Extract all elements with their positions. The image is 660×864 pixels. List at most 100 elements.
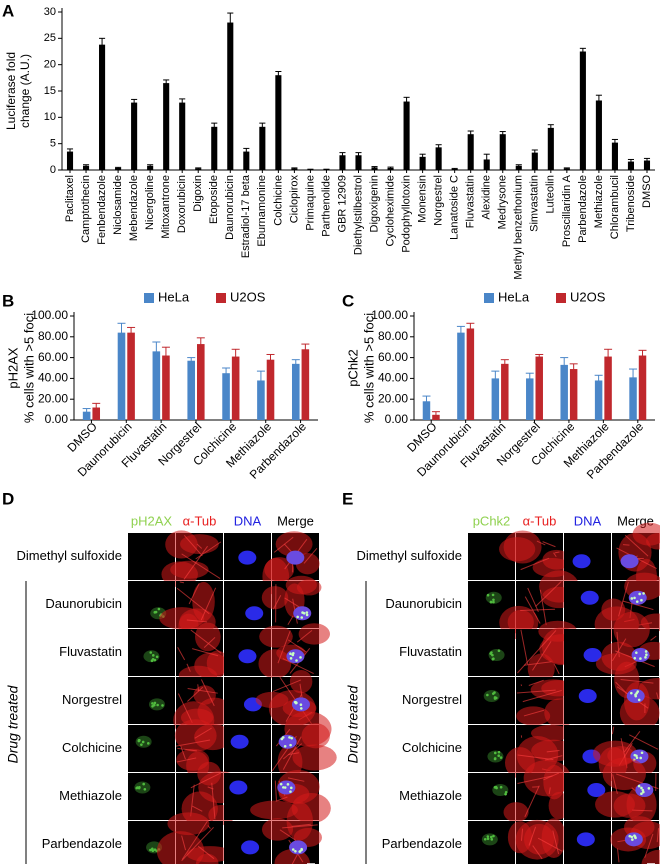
error-bar [117, 322, 126, 342]
foci [642, 592, 645, 595]
tubulin [602, 757, 646, 791]
fiber [287, 615, 294, 625]
fiber [624, 534, 649, 557]
micrograph [250, 769, 331, 824]
x-tick-label: Chlorambucil [609, 175, 621, 239]
error-bar [127, 326, 136, 338]
foci [640, 598, 643, 602]
bar [131, 102, 138, 170]
bar [535, 356, 543, 420]
micrograph [128, 677, 175, 724]
nucleus-glow [134, 781, 151, 794]
fiber [618, 581, 629, 617]
bar [355, 155, 362, 170]
bar [419, 156, 426, 170]
foci [630, 691, 633, 695]
foci [497, 649, 501, 653]
row-label: Colchicine [402, 740, 462, 755]
foci [295, 659, 298, 662]
nucleus-glow [483, 690, 500, 703]
bar [594, 380, 603, 420]
fiber [179, 581, 185, 584]
y-tick-label: 60.00 [378, 350, 408, 364]
fiber [200, 679, 215, 707]
foci [640, 786, 643, 790]
fiber [181, 835, 187, 851]
micrograph [156, 812, 234, 864]
x-tick-label: Ciclopirox [288, 175, 300, 224]
fiber [617, 848, 620, 863]
x-tick-label: Eburnamonine [256, 175, 268, 247]
error-bar [456, 325, 465, 339]
nucleus [578, 689, 597, 704]
fiber [553, 663, 560, 675]
tubulin [298, 623, 330, 645]
x-tick-label: GBR 12909 [336, 175, 348, 232]
bar [491, 378, 500, 420]
foci [492, 598, 495, 602]
nucleus [572, 554, 591, 569]
bar [467, 134, 474, 170]
bar [115, 167, 122, 170]
foci [645, 653, 648, 656]
foci [492, 600, 495, 604]
fiber [192, 648, 219, 657]
x-tick-label: Mebendazole [128, 175, 140, 241]
x-tick-label: Monensin [417, 175, 429, 223]
foci [305, 611, 309, 614]
error-bar [256, 370, 265, 390]
bar [179, 102, 186, 170]
error-bar [387, 166, 394, 169]
error-bar [152, 341, 161, 361]
column-header: Merge [277, 513, 314, 528]
foci [299, 707, 303, 710]
legend-swatch [144, 293, 154, 303]
x-tick-label: Mitoxantrone [160, 175, 172, 239]
nucleus [583, 648, 602, 663]
fiber [186, 619, 208, 623]
error-bar [222, 367, 231, 379]
y-axis-label: % cells with >5 foci [21, 313, 36, 423]
fiber [612, 774, 618, 794]
error-bar [196, 337, 205, 351]
fiber [282, 824, 318, 829]
error-bar [243, 147, 250, 155]
fiber [523, 709, 545, 717]
micrograph [612, 661, 660, 731]
fiber [629, 734, 659, 750]
y-tick-label: 40.00 [378, 371, 408, 385]
foci [137, 739, 141, 743]
row-label: Daunorubicin [385, 596, 462, 611]
foci [161, 704, 164, 707]
fiber [196, 543, 203, 549]
error-bar [163, 79, 170, 87]
fiber [190, 629, 222, 654]
foci [637, 698, 641, 702]
image-bg [468, 821, 515, 864]
error-bar [291, 359, 300, 368]
tubulin [632, 522, 660, 546]
row-label: Dimethyl sulfoxide [357, 548, 463, 563]
y-tick-label: 0 [50, 164, 56, 176]
error-bar [638, 349, 647, 361]
fiber [287, 639, 307, 653]
bar [422, 401, 431, 420]
bar [66, 151, 74, 170]
foci [149, 848, 152, 852]
nucleus [580, 590, 599, 605]
tubulin [507, 821, 533, 854]
bar [627, 161, 635, 170]
foci [282, 786, 285, 789]
error-bar [491, 370, 500, 386]
bar [195, 168, 202, 170]
fiber [181, 553, 221, 580]
bar [127, 332, 135, 420]
x-tick-label: Daunorubicin [224, 175, 236, 240]
bar [187, 360, 195, 420]
x-tick-label: Camptothecin [80, 175, 92, 243]
nucleus-glow [143, 650, 160, 663]
tubulin [259, 625, 293, 648]
error-bar [115, 166, 122, 169]
tubulin [195, 622, 221, 652]
foci [644, 650, 648, 653]
